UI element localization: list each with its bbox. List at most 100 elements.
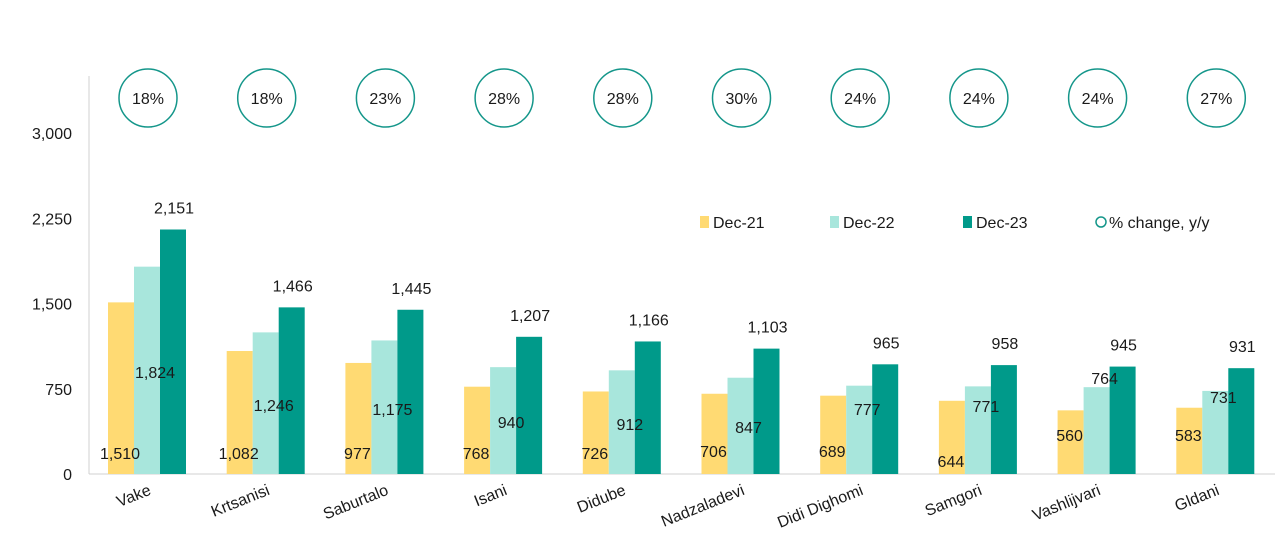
bar-dec-23-nadzaladevi [753,348,780,474]
bar-dec-23-samgori [990,365,1017,474]
data-label-dec-22-samgori: 771 [973,399,1000,416]
pct-change-circles: 18% 18% 23% 28% 28% 30% 24% 24% 24% 27% [118,68,1247,128]
bar-dec-21-gldani [1176,407,1203,474]
pct-change-circle-krtsanisi [236,68,297,128]
data-label-dec-21-didube: 726 [581,446,608,463]
pct-change-circle-saburtalo [355,68,416,128]
legend-label-dec-22: Dec-22 [843,215,895,232]
bar-dec-21-didube [582,391,609,474]
category-label-didube: Didube [575,482,628,517]
bar-dec-22-isani [490,367,517,474]
data-label-dec-23-gldani: 931 [1229,339,1256,356]
category-label-vake: Vake [114,482,153,511]
bar-dec-22-didube [608,370,635,474]
pct-change-label-vake: 18% [132,91,164,108]
bar-dec-21-isani [464,386,491,474]
pct-change-label-didi-dighomi: 24% [844,91,876,108]
pct-change-circle-samgori [949,68,1009,128]
pct-change-circle-nadzaladevi [711,68,772,128]
data-label-dec-23-samgori: 958 [992,336,1019,353]
bar-dec-21-didi-dighomi [820,395,847,474]
category-label-nadzaladevi: Nadzaladevi [659,482,747,531]
data-label-dec-23-nadzaladevi: 1,103 [747,320,787,337]
data-label-dec-22-saburtalo: 1,175 [372,402,412,419]
bar-dec-23-didube [634,341,661,474]
bar-dec-21-nadzaladevi [701,393,728,474]
pct-change-label-nadzaladevi: 30% [725,91,757,108]
pct-change-label-isani: 28% [488,91,520,108]
bar-dec-22-gldani [1202,390,1229,474]
pct-change-circle-gldani [1186,68,1247,128]
pct-change-circle-isani [474,68,534,128]
bar-dec-22-krtsanisi [252,332,279,474]
category-label-samgori: Samgori [923,482,985,520]
pct-change-label-saburtalo: 23% [369,91,401,108]
pct-change-circle-didi-dighomi [830,68,890,128]
bar-dec-23-saburtalo [397,309,424,474]
bar-dec-21-krtsanisi [226,351,253,474]
category-label-saburtalo: Saburtalo [321,482,391,523]
x-axis-categories: Vake Krtsanisi Saburtalo Isani Didube Nadzala… [114,482,1221,532]
data-label-dec-23-vashlijvari: 945 [1110,338,1137,355]
data-label-dec-22-didi-dighomi: 777 [854,402,881,419]
data-label-dec-23-saburtalo: 1,445 [391,281,431,298]
y-tick-label: 1,500 [32,297,72,314]
y-tick-label: 750 [45,382,72,399]
data-label-dec-21-saburtalo: 977 [344,446,371,463]
y-tick-label: 3,000 [32,126,72,143]
bar-dec-23-isani [516,336,543,474]
data-label-dec-22-gldani: 731 [1210,390,1237,407]
y-tick-label: 2,250 [32,211,72,228]
legend-swatch-dec-21 [700,216,709,228]
bar-dec-22-vashlijvari [1083,387,1110,474]
data-label-dec-22-vake: 1,824 [135,365,175,382]
bar-dec-23-gldani [1228,368,1255,474]
data-label-dec-23-krtsanisi: 1,466 [273,278,313,295]
bar-dec-21-vashlijvari [1057,410,1084,474]
bar-dec-23-vashlijvari [1109,366,1136,474]
pct-change-label-didube: 28% [607,91,639,108]
data-label-dec-23-isani: 1,207 [510,308,550,325]
data-label-dec-23-vake: 2,151 [154,201,194,218]
data-label-dec-22-isani: 940 [498,415,525,432]
bar-dec-21-samgori [938,400,965,474]
legend-label-pct-change: % change, y/y [1109,215,1210,232]
bar-dec-22-didi-dighomi [846,385,873,474]
category-label-vashlijvari: Vashlijvari [1030,482,1103,525]
category-label-didi-dighomi: Didi Dighomi [775,482,865,532]
pct-change-label-gldani: 27% [1200,91,1232,108]
category-label-krtsanisi: Krtsanisi [209,482,272,521]
legend-swatch-pct-change [1095,216,1107,228]
bar-dec-22-saburtalo [371,340,398,474]
data-label-dec-22-nadzaladevi: 847 [735,420,762,437]
data-label-dec-22-didube: 912 [616,417,643,434]
data-label-dec-23-didi-dighomi: 965 [873,335,900,352]
legend-swatch-dec-23 [963,216,972,228]
legend-label-dec-21: Dec-21 [713,215,765,232]
data-label-dec-21-krtsanisi: 1,082 [219,446,259,463]
bar-dec-23-vake [160,229,186,474]
data-label-dec-22-krtsanisi: 1,246 [254,398,294,415]
bars [108,229,1255,474]
data-label-dec-22-vashlijvari: 764 [1091,371,1118,388]
data-label-dec-21-gldani: 583 [1175,428,1202,445]
bar-dec-22-nadzaladevi [727,377,754,474]
pct-change-circle-vake [118,68,178,128]
pct-change-label-samgori: 24% [963,91,995,108]
data-label-dec-21-didi-dighomi: 689 [819,444,846,461]
data-labels: 1,510 1,824 2,151 1,082 1,246 1,466 977 1,175 1,… [100,201,1256,471]
data-label-dec-21-samgori: 644 [938,454,965,471]
pct-change-circle-didube [593,68,653,128]
data-label-dec-23-didube: 1,166 [629,312,669,329]
y-tick-label: 0 [63,467,72,484]
pct-change-label-krtsanisi: 18% [251,91,283,108]
bar-dec-21-vake [108,302,134,474]
data-label-dec-21-vake: 1,510 [100,446,140,463]
legend: Dec-21 Dec-22 Dec-23 % change, y/y [700,215,1210,232]
pct-change-label-vashlijvari: 24% [1082,91,1114,108]
legend-label-dec-23: Dec-23 [976,215,1028,232]
category-label-gldani: Gldani [1173,482,1222,515]
data-label-dec-21-nadzaladevi: 706 [700,444,727,461]
bar-dec-22-vake [134,266,160,474]
